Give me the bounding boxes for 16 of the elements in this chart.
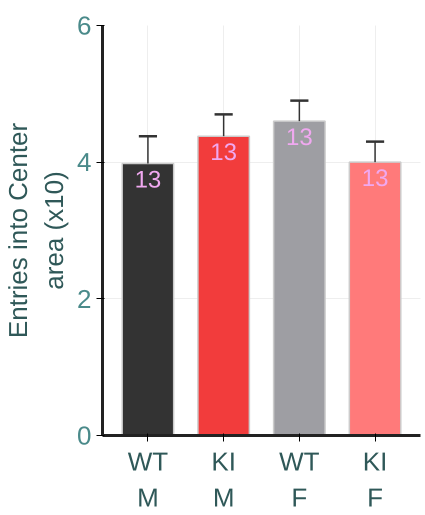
annotation: 13 bbox=[286, 124, 313, 151]
annotation: 13 bbox=[134, 166, 162, 194]
y-tick-label: 0 bbox=[77, 420, 92, 450]
bar bbox=[272, 120, 326, 436]
x-tick-label: KI M bbox=[211, 446, 236, 512]
annotation: 13 bbox=[210, 139, 237, 166]
y-tick-label: 4 bbox=[77, 147, 92, 178]
y-tick-label: 2 bbox=[77, 284, 92, 314]
x-tick-label: KI F bbox=[362, 446, 388, 512]
bar bbox=[197, 135, 250, 436]
x-tick-label: WT F bbox=[279, 446, 320, 512]
annotation: 13 bbox=[362, 165, 388, 192]
bar bbox=[348, 161, 402, 436]
y-axis-title: Entries into Center area (x10) bbox=[3, 122, 70, 338]
x-tick-label: WT M bbox=[128, 446, 168, 512]
y-tick-label: 6 bbox=[77, 10, 92, 40]
